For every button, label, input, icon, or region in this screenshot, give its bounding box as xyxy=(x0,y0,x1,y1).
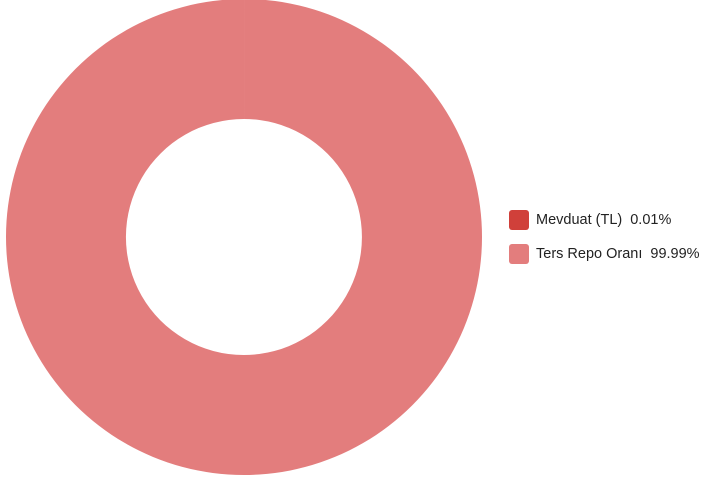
legend-swatch-ters-repo xyxy=(509,244,529,264)
legend-percent-ters-repo: 99.99% xyxy=(650,246,700,262)
legend-label-mevduat: Mevduat (TL) xyxy=(536,212,623,228)
legend-percent-mevduat: 0.01% xyxy=(630,212,672,228)
donut-slices xyxy=(6,0,482,475)
legend-item-ters-repo[interactable]: Ters Repo Oranı 99.99% xyxy=(509,242,700,266)
chart-legend: Mevduat (TL) 0.01% Ters Repo Oranı 99.99… xyxy=(509,208,700,276)
legend-label-ters-repo: Ters Repo Oranı xyxy=(536,246,643,262)
legend-item-mevduat[interactable]: Mevduat (TL) 0.01% xyxy=(509,208,700,232)
legend-swatch-mevduat xyxy=(509,210,529,230)
donut-slice-ters-repo[interactable] xyxy=(6,0,482,475)
